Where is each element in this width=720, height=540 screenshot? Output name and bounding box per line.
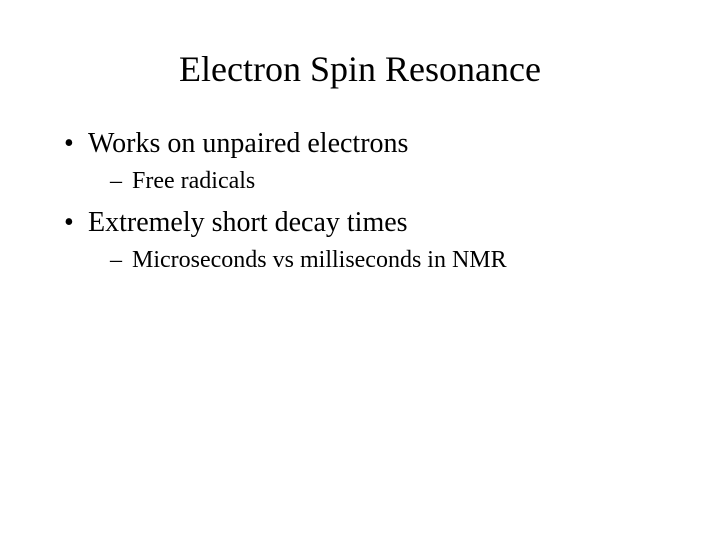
bullet-list: Works on unpaired electrons Free radical… — [60, 128, 660, 274]
list-item: Extremely short decay times — [60, 207, 660, 239]
list-item: Microseconds vs milliseconds in NMR — [60, 247, 660, 274]
slide-title: Electron Spin Resonance — [60, 48, 660, 90]
list-item: Works on unpaired electrons — [60, 128, 660, 160]
list-item: Free radicals — [60, 168, 660, 195]
